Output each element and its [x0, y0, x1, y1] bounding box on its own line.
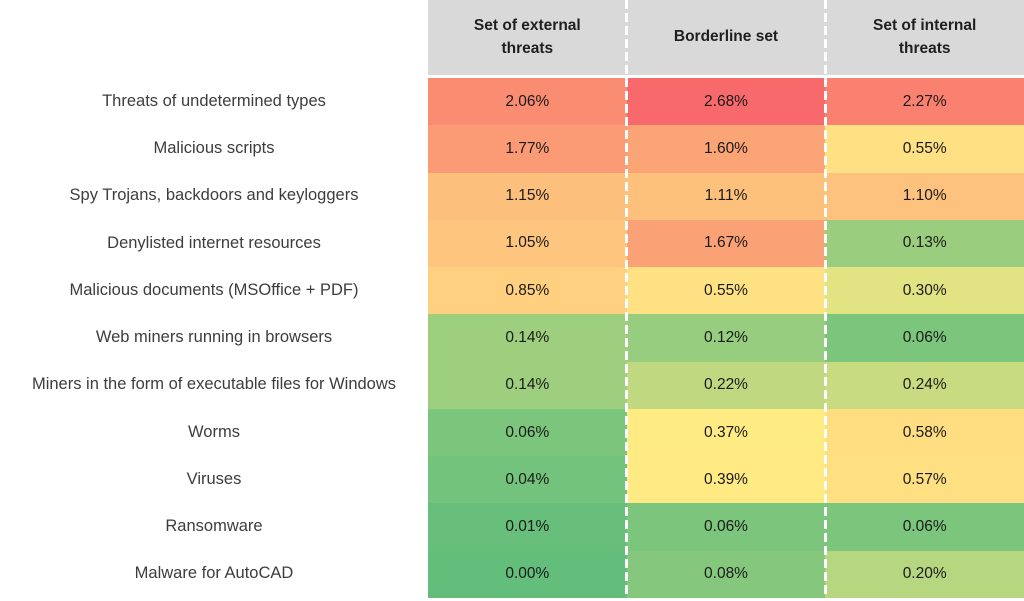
heatmap-cell: 0.14%	[428, 314, 627, 362]
heatmap-cell: 0.06%	[626, 503, 826, 551]
row-label: Threats of undetermined types	[0, 78, 428, 126]
heatmap-cell: 1.11%	[626, 172, 826, 220]
heatmap-cell: 0.58%	[825, 408, 1024, 457]
row-label: Ransomware	[0, 503, 428, 551]
heatmap-cell: 0.06%	[825, 314, 1024, 362]
heatmap-cell: 0.12%	[626, 314, 826, 362]
row-label: Spy Trojans, backdoors and keyloggers	[0, 172, 428, 220]
heatmap-cell: 1.77%	[428, 125, 627, 173]
row-label: Viruses	[0, 456, 428, 504]
heatmap-cell: 0.24%	[825, 361, 1024, 409]
heatmap-cell: 0.20%	[825, 550, 1024, 598]
heatmap-cell: 0.14%	[428, 361, 627, 409]
heatmap-cell: 0.22%	[626, 361, 826, 409]
column-header-borderline-set: Borderline set	[626, 0, 826, 78]
heatmap-cell: 0.06%	[825, 503, 1024, 551]
row-label: Web miners running in browsers	[0, 314, 428, 362]
row-label: Worms	[0, 408, 428, 457]
column-header-internal-threats: Set of internal threats	[825, 0, 1024, 78]
heatmap-cell: 1.67%	[626, 219, 826, 268]
heatmap-cell: 0.01%	[428, 503, 627, 551]
heatmap-cell: 2.27%	[825, 78, 1024, 126]
heatmap-cell: 0.13%	[825, 219, 1024, 268]
heatmap-cell: 1.05%	[428, 219, 627, 268]
heatmap-cell: 1.15%	[428, 172, 627, 220]
row-label: Malicious scripts	[0, 125, 428, 173]
heatmap-cell: 1.10%	[825, 172, 1024, 220]
row-label: Malware for AutoCAD	[0, 550, 428, 598]
heatmap-cell: 0.55%	[825, 125, 1024, 173]
heatmap-cell: 0.57%	[825, 456, 1024, 504]
heatmap-cell: 0.39%	[626, 456, 826, 504]
heatmap-cell: 2.06%	[428, 78, 627, 126]
heatmap-cell: 0.37%	[626, 408, 826, 457]
row-label: Malicious documents (MSOffice + PDF)	[0, 267, 428, 315]
heatmap-cell: 0.55%	[626, 267, 826, 315]
heatmap-cell: 0.85%	[428, 267, 627, 315]
heatmap-cell: 2.68%	[626, 78, 826, 126]
heatmap-cell: 0.04%	[428, 456, 627, 504]
heatmap-cell: 0.30%	[825, 267, 1024, 315]
corner-spacer	[0, 0, 428, 78]
heatmap-cell: 0.08%	[626, 550, 826, 598]
row-label: Miners in the form of executable files f…	[0, 361, 428, 409]
row-label: Denylisted internet resources	[0, 219, 428, 268]
heatmap-cell: 1.60%	[626, 125, 826, 173]
column-header-external-threats: Set of external threats	[428, 0, 627, 78]
heatmap-cell: 0.06%	[428, 408, 627, 457]
heatmap-cell: 0.00%	[428, 550, 627, 598]
